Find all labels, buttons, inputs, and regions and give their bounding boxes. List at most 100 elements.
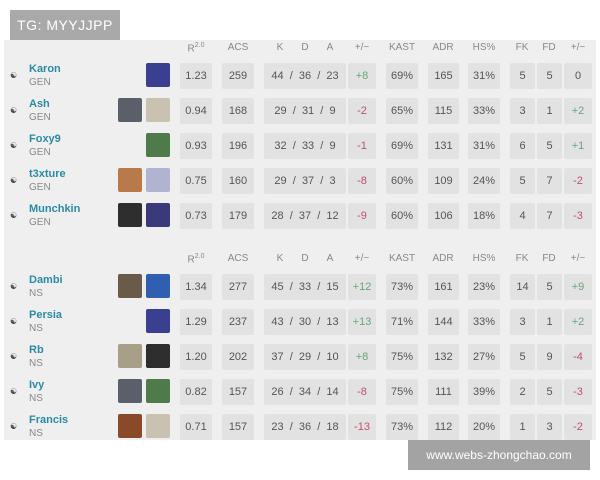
- fd-cell: 5: [537, 133, 562, 159]
- kda-cell: 29 / 31 / 9: [264, 98, 346, 124]
- south-korea-flag-icon: ☯: [10, 352, 18, 361]
- player-name[interactable]: Foxy9: [29, 133, 61, 145]
- column-header: KAST: [388, 253, 416, 264]
- rating-header: R2.0: [176, 42, 216, 54]
- kda-cell: 37 / 29 / 10: [264, 344, 346, 370]
- rating-header: R2.0: [176, 253, 216, 265]
- acs-cell: 179: [222, 203, 254, 229]
- scoreboard-panel: R2.0 ACS K D A +/− KAST ADR HS% FK FD +/− ☯ Karon GEN 1…: [4, 40, 596, 440]
- column-header: HS%: [472, 253, 496, 264]
- r-cell: 0.93: [180, 133, 212, 159]
- pm-cell: -2: [348, 98, 376, 124]
- kills: 28: [271, 210, 284, 222]
- fk-cell: 3: [510, 309, 535, 335]
- r-cell: 0.94: [180, 98, 212, 124]
- separator: /: [311, 386, 327, 398]
- separator: /: [283, 386, 299, 398]
- south-korea-flag-icon: ☯: [10, 387, 18, 396]
- column-header: ADR: [432, 253, 454, 264]
- r-cell: 1.34: [180, 274, 212, 300]
- adr-cell: 132: [428, 344, 459, 370]
- assists: 18: [326, 421, 339, 433]
- kda-cell: 28 / 37 / 12: [264, 203, 346, 229]
- separator: /: [286, 105, 302, 117]
- acs-cell: 157: [222, 414, 254, 440]
- fk-cell: 3: [510, 98, 535, 124]
- pm-cell: -13: [348, 414, 376, 440]
- fd-cell: 1: [537, 309, 562, 335]
- fk-cell: 5: [510, 344, 535, 370]
- column-header: K: [276, 253, 284, 264]
- adr-cell: 112: [428, 414, 459, 440]
- acs-cell: 237: [222, 309, 254, 335]
- player-team: NS: [29, 288, 43, 299]
- column-header: A: [326, 253, 334, 264]
- column-header: HS%: [472, 42, 496, 53]
- pm-cell: -9: [348, 203, 376, 229]
- hs-cell: 31%: [468, 63, 500, 89]
- player-team: NS: [29, 393, 43, 404]
- player-name[interactable]: Munchkin: [29, 203, 81, 215]
- r-cell: 0.82: [180, 379, 212, 405]
- pm-cell: +8: [348, 63, 376, 89]
- column-header: A: [326, 42, 334, 53]
- column-header: +/−: [570, 42, 586, 53]
- r-cell: 1.29: [180, 309, 212, 335]
- pm-cell: +12: [348, 274, 376, 300]
- south-korea-flag-icon: ☯: [10, 106, 18, 115]
- deaths: 31: [301, 105, 315, 117]
- agent-icon: [146, 379, 170, 403]
- separator: /: [283, 210, 299, 222]
- agent-icon: [146, 344, 170, 368]
- kast-cell: 73%: [386, 274, 418, 300]
- fk-cell: 5: [510, 168, 535, 194]
- fpm-cell: -2: [564, 168, 592, 194]
- south-korea-flag-icon: ☯: [10, 211, 18, 220]
- separator: /: [283, 70, 299, 82]
- player-name[interactable]: t3xture: [29, 168, 66, 180]
- fd-cell: 7: [537, 203, 562, 229]
- assists: 3: [329, 175, 336, 187]
- player-team: GEN: [29, 182, 51, 193]
- r-cell: 1.20: [180, 344, 212, 370]
- assists: 14: [326, 386, 339, 398]
- player-name[interactable]: Ash: [29, 98, 50, 110]
- player-name[interactable]: Rb: [29, 344, 44, 356]
- assists: 9: [329, 140, 336, 152]
- deaths: 37: [301, 175, 315, 187]
- pm-cell: +13: [348, 309, 376, 335]
- player-name[interactable]: Ivy: [29, 379, 45, 391]
- agent-icon: [118, 414, 142, 438]
- kda-cell: 44 / 36 / 23: [264, 63, 346, 89]
- kast-cell: 73%: [386, 414, 418, 440]
- separator: /: [283, 316, 299, 328]
- deaths: 33: [301, 140, 315, 152]
- deaths: 30: [298, 316, 312, 328]
- player-name[interactable]: Karon: [29, 63, 61, 75]
- acs-cell: 196: [222, 133, 254, 159]
- deaths: 29: [298, 351, 312, 363]
- fk-cell: 1: [510, 414, 535, 440]
- kills: 29: [274, 105, 287, 117]
- column-header: D: [301, 253, 309, 264]
- acs-cell: 160: [222, 168, 254, 194]
- adr-cell: 111: [428, 379, 459, 405]
- assists: 13: [326, 316, 339, 328]
- rating-version: 2.0: [194, 253, 205, 260]
- player-name[interactable]: Dambi: [29, 274, 63, 286]
- deaths: 34: [298, 386, 312, 398]
- separator: /: [314, 175, 330, 187]
- south-korea-flag-icon: ☯: [10, 176, 18, 185]
- adr-cell: 106: [428, 203, 459, 229]
- hs-cell: 31%: [468, 133, 500, 159]
- column-header: K: [276, 42, 284, 53]
- player-name[interactable]: Persia: [29, 309, 63, 321]
- separator: /: [286, 175, 302, 187]
- watermark-bottom: www.webs-zhongchao.com: [408, 440, 590, 470]
- player-name[interactable]: Francis: [29, 414, 69, 426]
- kills: 26: [271, 386, 284, 398]
- hs-cell: 39%: [468, 379, 500, 405]
- kast-cell: 71%: [386, 309, 418, 335]
- acs-cell: 202: [222, 344, 254, 370]
- agent-icon: [146, 203, 170, 227]
